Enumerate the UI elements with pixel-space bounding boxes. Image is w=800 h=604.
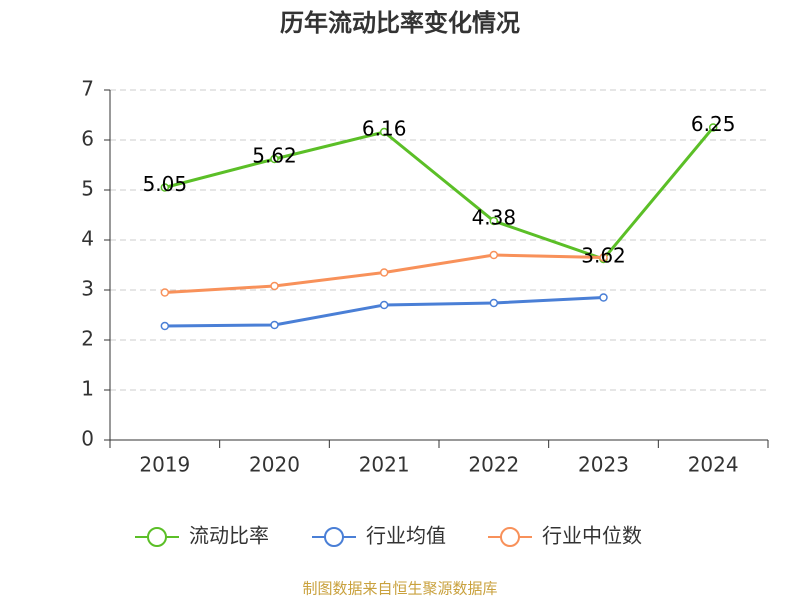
- legend-marker: [500, 527, 520, 547]
- y-tick-label: 1: [81, 377, 94, 401]
- data-label: 6.25: [691, 112, 736, 136]
- chart-title: 历年流动比率变化情况: [280, 9, 520, 37]
- y-tick-label: 2: [81, 327, 94, 351]
- point: [270, 281, 279, 291]
- y-tick-label: 7: [81, 77, 94, 101]
- point: [489, 250, 499, 260]
- y-tick-label: 3: [81, 277, 94, 301]
- legend-marker: [324, 527, 344, 547]
- point: [599, 293, 608, 302]
- point: [379, 300, 389, 310]
- x-tick-label: 2022: [468, 453, 519, 477]
- y-tick-label: 0: [81, 427, 94, 451]
- x-tick-label: 2023: [578, 453, 629, 477]
- point: [270, 154, 279, 164]
- legend-label: 行业中位数: [542, 524, 642, 548]
- x-tick-label: 2024: [688, 453, 739, 477]
- data-label: 5.05: [143, 172, 188, 196]
- y-tick-label: 6: [81, 127, 94, 151]
- point: [489, 216, 499, 226]
- x-tick-label: 2020: [249, 453, 300, 477]
- point: [270, 320, 279, 330]
- data-label: 6.16: [362, 117, 407, 141]
- point: [379, 268, 389, 277]
- y-tick-label: 4: [81, 227, 94, 251]
- data-label: 4.38: [472, 206, 517, 230]
- point: [489, 298, 499, 308]
- x-tick-label: 2019: [139, 453, 190, 477]
- point: [160, 288, 170, 297]
- point: [160, 321, 170, 331]
- point: [160, 183, 170, 192]
- legend-label: 流动比率: [189, 524, 269, 548]
- point: [379, 127, 389, 137]
- point: [599, 253, 608, 262]
- data-label: 3.62: [581, 244, 626, 268]
- series-line: [164, 126, 715, 261]
- source-note: 制图数据来自恒生聚源数据库: [302, 580, 497, 598]
- legend-marker: [147, 527, 167, 547]
- legend-label: 行业均值: [366, 524, 446, 548]
- point: [708, 123, 718, 132]
- data-label: 5.62: [252, 144, 297, 168]
- y-tick-label: 5: [81, 177, 94, 201]
- x-tick-label: 2021: [359, 453, 410, 477]
